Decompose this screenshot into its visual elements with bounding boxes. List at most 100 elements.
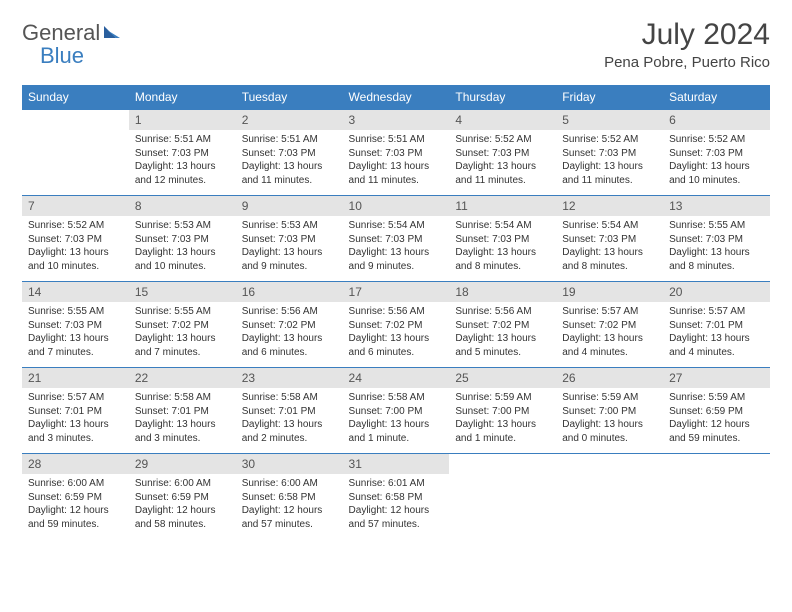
day-details: Sunrise: 5:56 AMSunset: 7:02 PMDaylight:… — [236, 302, 343, 363]
day-number: 9 — [236, 196, 343, 216]
day-details: Sunrise: 5:54 AMSunset: 7:03 PMDaylight:… — [449, 216, 556, 277]
day-detail-line: Daylight: 13 hours and 6 minutes. — [242, 332, 337, 359]
calendar-cell: 18Sunrise: 5:56 AMSunset: 7:02 PMDayligh… — [449, 282, 556, 368]
day-number: 28 — [22, 454, 129, 474]
day-detail-line: Sunrise: 5:52 AM — [669, 133, 764, 147]
day-detail-line: Sunset: 7:03 PM — [242, 147, 337, 161]
day-detail-line: Daylight: 13 hours and 1 minute. — [455, 418, 550, 445]
calendar-cell: 5Sunrise: 5:52 AMSunset: 7:03 PMDaylight… — [556, 110, 663, 196]
day-detail-line: Daylight: 13 hours and 4 minutes. — [669, 332, 764, 359]
day-detail-line: Sunrise: 5:53 AM — [135, 219, 230, 233]
calendar-row: 21Sunrise: 5:57 AMSunset: 7:01 PMDayligh… — [22, 368, 770, 454]
calendar-body: 1Sunrise: 5:51 AMSunset: 7:03 PMDaylight… — [22, 110, 770, 540]
day-number: 29 — [129, 454, 236, 474]
day-detail-line: Sunrise: 5:55 AM — [135, 305, 230, 319]
day-details: Sunrise: 5:54 AMSunset: 7:03 PMDaylight:… — [343, 216, 450, 277]
day-details: Sunrise: 5:52 AMSunset: 7:03 PMDaylight:… — [663, 130, 770, 191]
day-details: Sunrise: 5:59 AMSunset: 6:59 PMDaylight:… — [663, 388, 770, 449]
calendar-row: 7Sunrise: 5:52 AMSunset: 7:03 PMDaylight… — [22, 196, 770, 282]
day-details: Sunrise: 5:55 AMSunset: 7:03 PMDaylight:… — [663, 216, 770, 277]
calendar-cell: 24Sunrise: 5:58 AMSunset: 7:00 PMDayligh… — [343, 368, 450, 454]
day-number: 24 — [343, 368, 450, 388]
day-detail-line: Sunrise: 5:54 AM — [562, 219, 657, 233]
calendar-cell: 28Sunrise: 6:00 AMSunset: 6:59 PMDayligh… — [22, 454, 129, 540]
day-detail-line: Sunset: 7:03 PM — [135, 233, 230, 247]
day-detail-line: Daylight: 13 hours and 6 minutes. — [349, 332, 444, 359]
calendar-cell: 9Sunrise: 5:53 AMSunset: 7:03 PMDaylight… — [236, 196, 343, 282]
day-details: Sunrise: 5:52 AMSunset: 7:03 PMDaylight:… — [556, 130, 663, 191]
day-details: Sunrise: 5:57 AMSunset: 7:01 PMDaylight:… — [22, 388, 129, 449]
day-detail-line: Sunset: 7:03 PM — [455, 147, 550, 161]
day-detail-line: Sunset: 7:00 PM — [455, 405, 550, 419]
day-details: Sunrise: 6:00 AMSunset: 6:59 PMDaylight:… — [129, 474, 236, 535]
calendar-cell: 17Sunrise: 5:56 AMSunset: 7:02 PMDayligh… — [343, 282, 450, 368]
day-number: 25 — [449, 368, 556, 388]
calendar-cell: 4Sunrise: 5:52 AMSunset: 7:03 PMDaylight… — [449, 110, 556, 196]
day-detail-line: Daylight: 13 hours and 8 minutes. — [562, 246, 657, 273]
day-detail-line: Sunset: 7:02 PM — [135, 319, 230, 333]
day-header-tuesday: Tuesday — [236, 85, 343, 110]
day-detail-line: Sunrise: 5:58 AM — [349, 391, 444, 405]
day-number: 30 — [236, 454, 343, 474]
day-detail-line: Sunrise: 5:52 AM — [562, 133, 657, 147]
calendar-cell: 12Sunrise: 5:54 AMSunset: 7:03 PMDayligh… — [556, 196, 663, 282]
day-number: 10 — [343, 196, 450, 216]
logo-sail-icon — [102, 24, 122, 45]
day-detail-line: Daylight: 13 hours and 3 minutes. — [135, 418, 230, 445]
day-detail-line: Sunrise: 5:56 AM — [349, 305, 444, 319]
logo-text-blue: Blue — [22, 43, 84, 68]
day-details: Sunrise: 5:51 AMSunset: 7:03 PMDaylight:… — [343, 130, 450, 191]
logo-text-gray: General — [22, 20, 100, 45]
day-detail-line: Sunset: 6:58 PM — [242, 491, 337, 505]
day-detail-line: Sunrise: 5:57 AM — [28, 391, 123, 405]
calendar-cell: 19Sunrise: 5:57 AMSunset: 7:02 PMDayligh… — [556, 282, 663, 368]
day-detail-line: Daylight: 13 hours and 11 minutes. — [455, 160, 550, 187]
day-detail-line: Sunrise: 5:56 AM — [242, 305, 337, 319]
calendar-cell: 3Sunrise: 5:51 AMSunset: 7:03 PMDaylight… — [343, 110, 450, 196]
calendar-table: SundayMondayTuesdayWednesdayThursdayFrid… — [22, 85, 770, 540]
calendar-cell: 26Sunrise: 5:59 AMSunset: 7:00 PMDayligh… — [556, 368, 663, 454]
title-block: July 2024 Pena Pobre, Puerto Rico — [604, 18, 770, 71]
day-header-saturday: Saturday — [663, 85, 770, 110]
day-details: Sunrise: 5:59 AMSunset: 7:00 PMDaylight:… — [449, 388, 556, 449]
calendar-cell: 20Sunrise: 5:57 AMSunset: 7:01 PMDayligh… — [663, 282, 770, 368]
day-detail-line: Sunset: 6:59 PM — [28, 491, 123, 505]
day-detail-line: Sunset: 7:03 PM — [669, 233, 764, 247]
day-detail-line: Sunrise: 6:00 AM — [135, 477, 230, 491]
day-detail-line: Sunrise: 5:57 AM — [562, 305, 657, 319]
day-detail-line: Sunrise: 5:57 AM — [669, 305, 764, 319]
day-number: 1 — [129, 110, 236, 130]
day-detail-line: Sunset: 7:03 PM — [349, 233, 444, 247]
day-detail-line: Sunrise: 5:59 AM — [562, 391, 657, 405]
day-detail-line: Sunrise: 6:00 AM — [28, 477, 123, 491]
calendar-cell: 29Sunrise: 6:00 AMSunset: 6:59 PMDayligh… — [129, 454, 236, 540]
day-detail-line: Sunrise: 5:52 AM — [455, 133, 550, 147]
calendar-cell: 23Sunrise: 5:58 AMSunset: 7:01 PMDayligh… — [236, 368, 343, 454]
day-detail-line: Daylight: 12 hours and 57 minutes. — [349, 504, 444, 531]
day-number: 17 — [343, 282, 450, 302]
day-details: Sunrise: 5:52 AMSunset: 7:03 PMDaylight:… — [449, 130, 556, 191]
day-details: Sunrise: 5:57 AMSunset: 7:01 PMDaylight:… — [663, 302, 770, 363]
month-title: July 2024 — [604, 18, 770, 52]
day-detail-line: Daylight: 13 hours and 10 minutes. — [28, 246, 123, 273]
day-details: Sunrise: 6:00 AMSunset: 6:59 PMDaylight:… — [22, 474, 129, 535]
day-detail-line: Sunset: 7:02 PM — [562, 319, 657, 333]
day-detail-line: Daylight: 13 hours and 11 minutes. — [349, 160, 444, 187]
day-detail-line: Sunrise: 5:59 AM — [669, 391, 764, 405]
day-details: Sunrise: 5:59 AMSunset: 7:00 PMDaylight:… — [556, 388, 663, 449]
day-detail-line: Daylight: 13 hours and 3 minutes. — [28, 418, 123, 445]
calendar-cell: 13Sunrise: 5:55 AMSunset: 7:03 PMDayligh… — [663, 196, 770, 282]
day-detail-line: Sunset: 7:02 PM — [455, 319, 550, 333]
day-detail-line: Sunrise: 5:54 AM — [455, 219, 550, 233]
day-detail-line: Daylight: 13 hours and 12 minutes. — [135, 160, 230, 187]
calendar-row: 1Sunrise: 5:51 AMSunset: 7:03 PMDaylight… — [22, 110, 770, 196]
calendar-row: 28Sunrise: 6:00 AMSunset: 6:59 PMDayligh… — [22, 454, 770, 540]
day-header-wednesday: Wednesday — [343, 85, 450, 110]
day-detail-line: Sunset: 6:59 PM — [135, 491, 230, 505]
calendar-cell: 6Sunrise: 5:52 AMSunset: 7:03 PMDaylight… — [663, 110, 770, 196]
day-detail-line: Sunset: 6:58 PM — [349, 491, 444, 505]
day-detail-line: Daylight: 13 hours and 2 minutes. — [242, 418, 337, 445]
day-number: 6 — [663, 110, 770, 130]
logo: General Blue — [22, 18, 122, 68]
day-detail-line: Sunrise: 5:51 AM — [349, 133, 444, 147]
